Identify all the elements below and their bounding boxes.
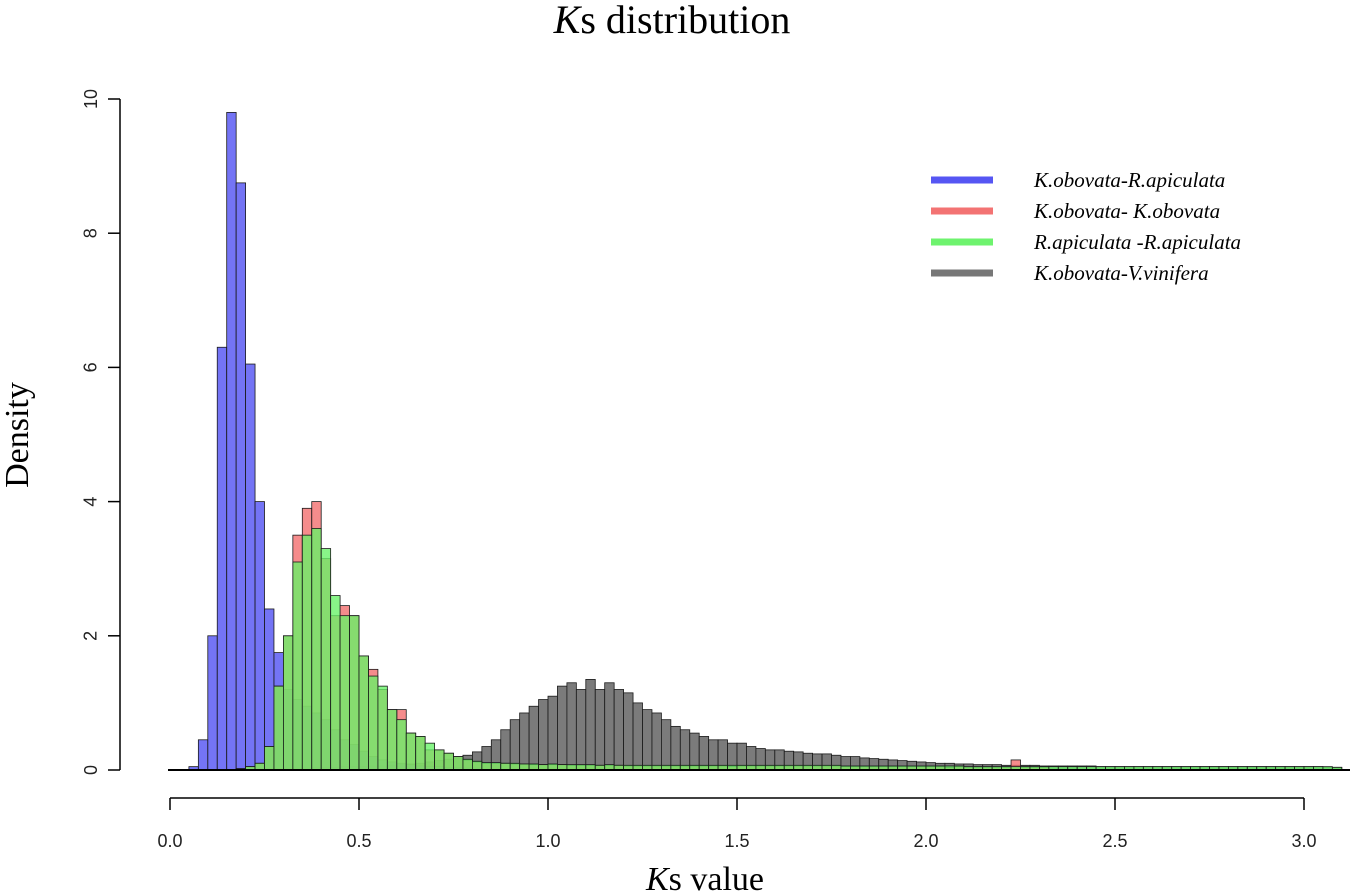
- bar-series2-23: [453, 756, 464, 771]
- bar-series0-7: [254, 501, 265, 771]
- legend: K.obovata-R.apiculata K.obovata- K.obovat…: [931, 168, 1241, 285]
- bar-series3-39: [632, 702, 643, 771]
- chart-title: Ks distribution: [553, 0, 791, 42]
- y-tick-label-3: 6: [81, 362, 101, 372]
- x-tick-label-3: 1.5: [724, 831, 749, 851]
- x-axis-label-italic: K: [645, 861, 671, 894]
- bar-series0-8: [264, 608, 275, 771]
- bar-series2-22: [443, 752, 454, 771]
- legend-entry-3: K.obovata-V.vinifera: [931, 261, 1209, 285]
- bar-series3-34: [585, 679, 596, 771]
- x-axis: 0.0 0.5 1.0 1.5 2.0 2.5 3.0: [157, 797, 1317, 851]
- bar-series2-25: [471, 760, 483, 771]
- y-tick-label-0: 0: [81, 765, 101, 775]
- bar-series3-40: [642, 709, 653, 771]
- legend-label-1: K.obovata- K.obovata: [1033, 199, 1220, 223]
- bar-series3-36: [604, 682, 615, 771]
- chart-title-text: s distribution: [580, 0, 790, 42]
- y-tick-label-4: 8: [81, 228, 101, 238]
- bar-series2-11: [339, 615, 350, 771]
- bar-series3-44: [679, 729, 691, 771]
- x-tick-label-0: 0.0: [157, 831, 182, 851]
- bar-series2-26: [481, 762, 492, 771]
- bar-series2-3: [264, 746, 275, 771]
- bar-series0-3: [216, 346, 228, 771]
- bar-series2-14: [368, 675, 379, 771]
- bar-series2-27: [490, 762, 502, 771]
- bar-series3-35: [594, 689, 606, 771]
- bar-series2-20: [424, 742, 435, 771]
- bar-series2-24: [462, 758, 473, 771]
- bar-series3-37: [613, 689, 625, 771]
- y-tick-label-2: 4: [81, 497, 101, 507]
- x-axis-label-text: s value: [669, 861, 764, 894]
- legend-label-0: K.obovata-R.apiculata: [1033, 168, 1225, 192]
- legend-entry-1: K.obovata- K.obovata: [931, 199, 1220, 223]
- bar-series2-8: [311, 528, 322, 771]
- bar-series2-15: [377, 685, 388, 771]
- x-axis-label: Ks value: [645, 861, 764, 894]
- bar-series0-1: [197, 739, 209, 771]
- bar-series3-38: [623, 692, 634, 771]
- bar-series2-18: [405, 732, 417, 771]
- bar-series0-5: [235, 182, 246, 771]
- bar-series2-29: [509, 762, 521, 771]
- bar-series2-17: [396, 719, 407, 771]
- series-2: [235, 528, 1343, 771]
- bar-series3-32: [566, 682, 577, 771]
- bar-series3-26: [509, 719, 521, 771]
- bar-series2-9: [320, 548, 332, 771]
- x-tick-label-4: 2.0: [913, 831, 938, 851]
- bar-series2-28: [500, 762, 511, 771]
- bar-series3-31: [557, 685, 568, 771]
- bar-series2-6: [292, 561, 303, 771]
- legend-entry-0: K.obovata-R.apiculata: [931, 168, 1225, 192]
- bar-series3-29: [538, 699, 549, 771]
- bar-series3-45: [689, 732, 700, 771]
- bar-series0-4: [226, 112, 237, 771]
- legend-label-2: R.apiculata -R.apiculata: [1033, 230, 1241, 254]
- bar-series3-41: [651, 712, 662, 771]
- y-tick-label-1: 2: [81, 631, 101, 641]
- legend-label-3: K.obovata-V.vinifera: [1033, 261, 1209, 285]
- y-tick-label-5: 10: [81, 89, 101, 109]
- bar-series0-2: [207, 635, 218, 771]
- x-tick-label-6: 3.0: [1291, 831, 1316, 851]
- bar-series2-13: [358, 655, 369, 771]
- bar-series2-2: [254, 762, 265, 771]
- bar-series2-16: [386, 709, 398, 771]
- y-axis: 0 2 4 6 8 10: [81, 89, 121, 775]
- bar-series2-7: [301, 534, 313, 771]
- bar-series3-28: [528, 705, 539, 771]
- bar-series3-27: [519, 712, 530, 771]
- x-tick-label-5: 2.5: [1102, 831, 1127, 851]
- y-axis-label: Density: [0, 382, 36, 488]
- bar-series3-42: [661, 719, 672, 771]
- bar-series2-19: [415, 736, 426, 771]
- bar-series3-33: [575, 689, 587, 771]
- bar-series3-30: [547, 695, 558, 771]
- bar-series2-10: [330, 595, 341, 771]
- x-tick-label-1: 0.5: [346, 831, 371, 851]
- bar-series0-6: [245, 363, 256, 771]
- bar-series2-4: [273, 685, 284, 771]
- legend-entry-2: R.apiculata -R.apiculata: [931, 230, 1241, 254]
- x-tick-label-2: 1.0: [535, 831, 560, 851]
- bar-series2-5: [282, 635, 294, 771]
- bar-series2-21: [434, 749, 445, 771]
- chart-title-italic: K: [553, 0, 583, 42]
- bar-series3-43: [670, 725, 681, 771]
- bar-series2-12: [349, 615, 360, 771]
